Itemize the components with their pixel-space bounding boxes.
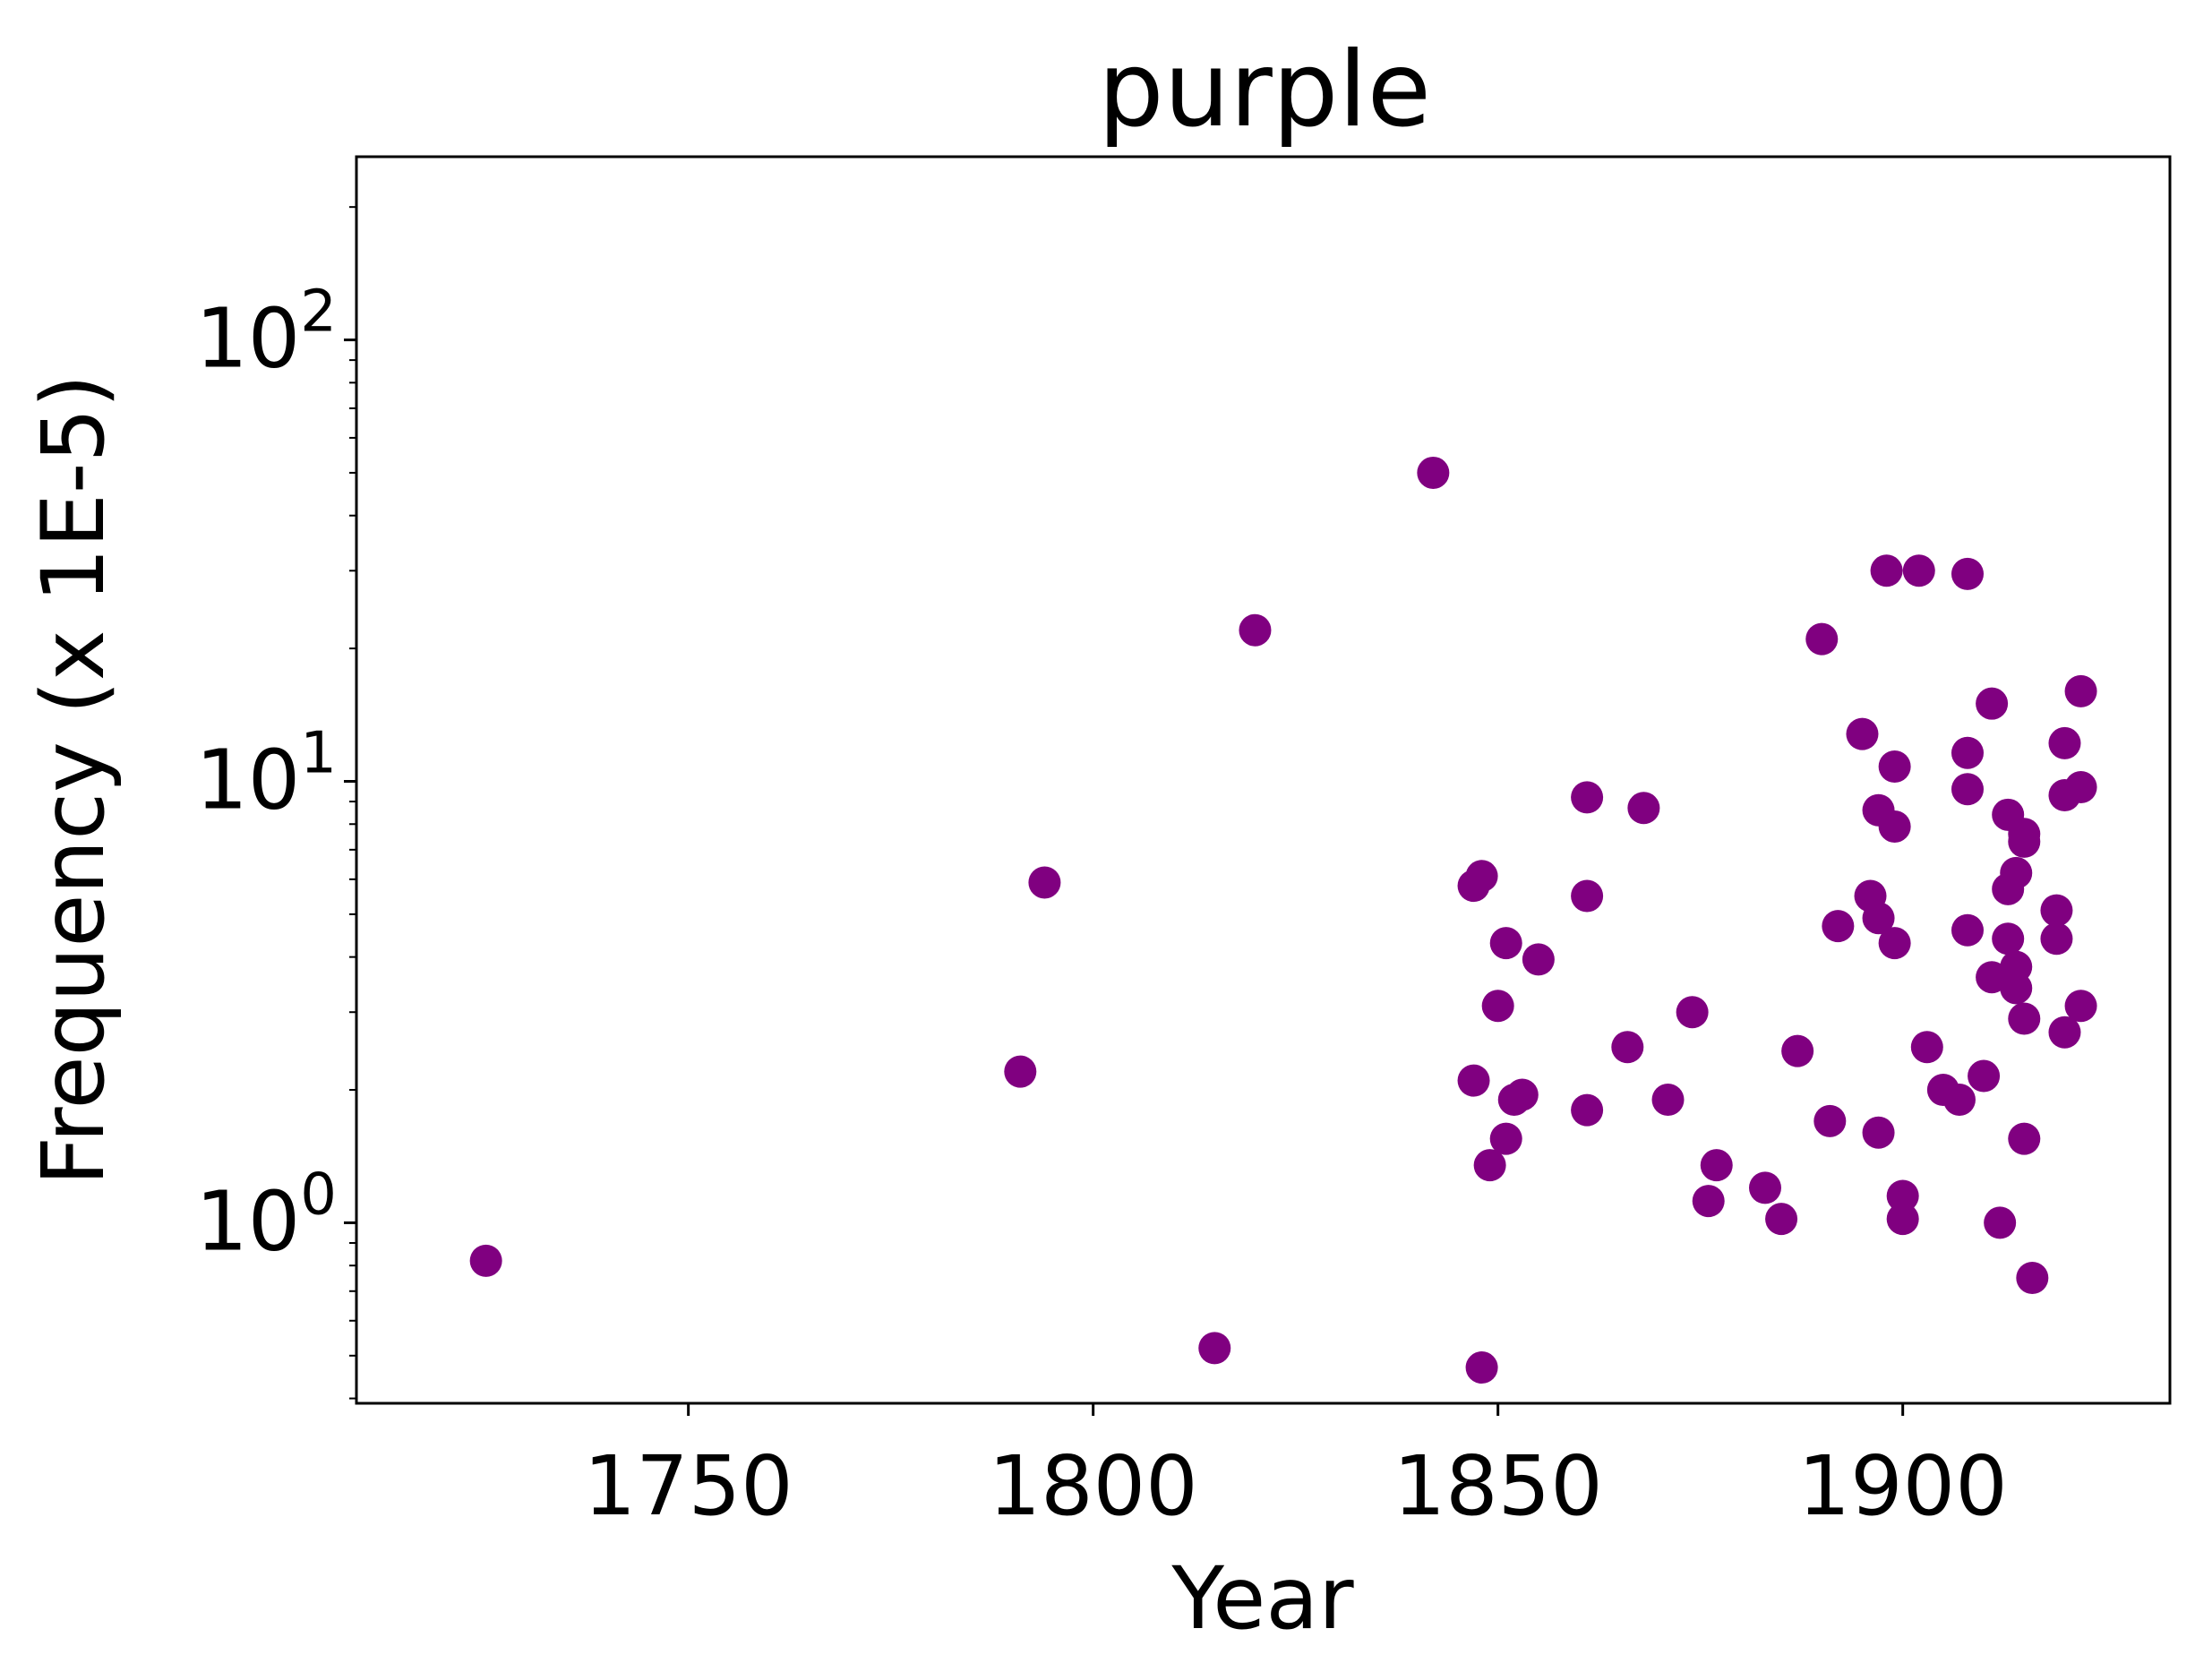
y-tick-label: 100 [195,1161,337,1269]
y-axis-label: Frequency (x 1E-5) [23,374,124,1186]
x-axis-label: Year [1170,1548,1354,1649]
x-tick-label: 1850 [1393,1438,1603,1534]
data-point [1822,910,1855,943]
data-point [1976,687,2009,720]
data-point [1489,1122,1522,1155]
data-point [2040,894,2073,927]
data-point [1846,717,1879,750]
data-point [2064,674,2097,707]
data-point [1004,1055,1037,1088]
data-point [1473,1149,1506,1182]
data-point [2000,856,2033,889]
data-point [1886,1179,1919,1213]
data-point [1765,1203,1798,1236]
x-axis-ticks: 1750 1800 1850 1900 [584,1403,2008,1534]
x-tick-label: 1900 [1798,1438,2008,1534]
data-point [2048,1016,2081,1049]
data-point [1984,1206,2017,1239]
data-point [1692,1185,1725,1218]
data-point [2064,990,2097,1023]
data-point [1239,613,1272,647]
data-point [1481,990,1514,1023]
data-point [1992,922,2025,956]
data-point [1902,554,1935,587]
data-point [1951,557,1984,590]
data-point [1878,750,1911,784]
data-points [469,456,2097,1384]
data-point [1878,810,1911,843]
data-point [1813,1104,1847,1137]
y-tick-label: 102 [195,279,337,387]
data-point [1700,1149,1733,1182]
data-point [1417,456,1450,489]
data-point [1505,1078,1539,1111]
data-point [1942,1084,1976,1117]
data-point [1862,902,1895,935]
data-point [1465,1351,1498,1384]
data-point [1627,792,1660,825]
data-point [2040,922,2073,956]
data-point [469,1244,502,1277]
x-tick-label: 1750 [584,1438,793,1534]
data-point [1611,1031,1644,1064]
data-point [1571,879,1604,913]
data-point [1781,1034,1814,1067]
x-tick-label: 1800 [989,1438,1198,1534]
data-point [1571,1093,1604,1127]
data-point [2008,825,2041,858]
data-point [1870,554,1903,587]
data-point [1198,1332,1231,1365]
data-point [1028,866,1061,899]
data-point [1886,1203,1919,1236]
data-point [1457,1064,1490,1097]
data-point [1748,1171,1781,1204]
data-point [2008,1122,2041,1155]
data-point [2064,771,2097,804]
y-axis-ticks: 100 101 102 [195,206,356,1400]
data-point [1805,622,1839,656]
data-point [1951,773,1984,806]
data-point [1862,1116,1895,1149]
data-point [1651,1084,1685,1117]
data-point [1489,927,1522,960]
data-point [2000,972,2033,1005]
data-point [2048,726,2081,759]
data-point [1676,996,1709,1029]
data-point [1968,1059,2001,1093]
chart-title: purple [1098,30,1431,150]
y-tick-label: 101 [195,720,337,827]
data-point [1951,736,1984,769]
data-point [2016,1262,2049,1295]
data-point [1878,927,1911,960]
data-point [1910,1031,1943,1064]
data-point [1522,943,1555,976]
data-point [1571,781,1604,814]
data-point [1951,913,1984,947]
data-point [2008,1002,2041,1035]
data-point [1976,961,2009,994]
data-point [1465,860,1498,893]
